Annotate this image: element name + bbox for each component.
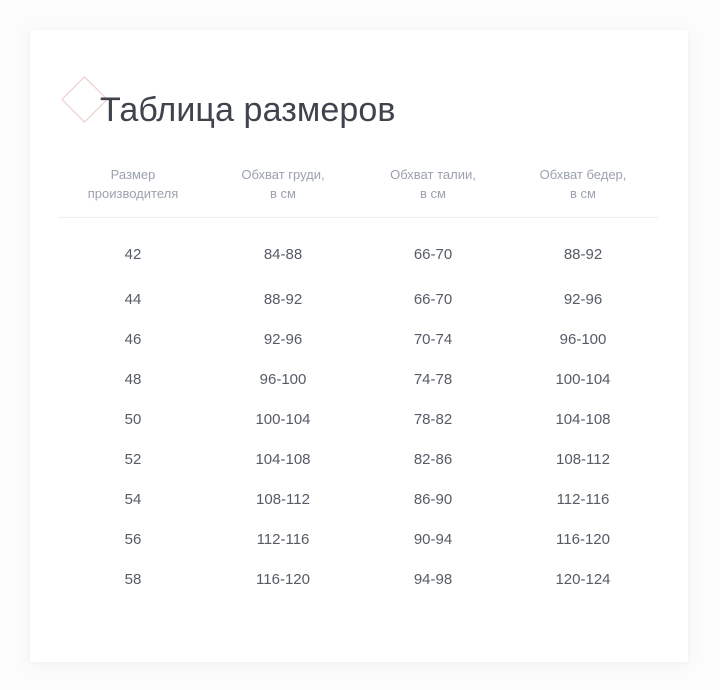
cell-hips: 108-112 (556, 451, 610, 468)
cell-waist: 86-90 (413, 491, 453, 508)
cell-size: 42 (124, 245, 142, 263)
cell-chest: 100-104 (255, 411, 311, 428)
cell-chest: 88-92 (263, 291, 303, 308)
cell-hips: 112-116 (556, 491, 610, 508)
cell-hips: 88-92 (563, 245, 603, 263)
page-title: Таблица размеров (100, 91, 396, 129)
table-row: 44 88-92 66-70 92-96 (58, 280, 658, 320)
cell-waist: 70-74 (413, 331, 453, 348)
size-table: Размер производителя Обхват груди, в см … (58, 165, 658, 600)
table-header-row: Размер производителя Обхват груди, в см … (58, 165, 658, 218)
table-row: 58 116-120 94-98 120-124 (58, 560, 658, 600)
table-row: 50 100-104 78-82 104-108 (58, 400, 658, 440)
cell-hips: 120-124 (555, 571, 611, 588)
table-row: 56 112-116 90-94 116-120 (58, 520, 658, 560)
cell-size: 44 (124, 291, 142, 308)
cell-chest: 84-88 (263, 245, 303, 263)
column-header-waist: Обхват талии, в см (358, 165, 508, 218)
cell-chest: 96-100 (259, 371, 307, 388)
cell-size: 56 (124, 531, 142, 548)
table-row: 54 108-112 86-90 112-116 (58, 480, 658, 520)
cell-waist: 74-78 (413, 371, 453, 388)
column-header-size: Размер производителя (58, 165, 208, 218)
table-row: 42 84-88 66-70 88-92 (58, 218, 658, 281)
cell-hips: 116-120 (556, 531, 610, 548)
cell-waist: 82-86 (413, 451, 453, 468)
cell-chest: 104-108 (255, 451, 311, 468)
cell-hips: 104-108 (555, 411, 611, 428)
cell-chest: 92-96 (263, 331, 303, 348)
cell-size: 50 (124, 411, 142, 428)
cell-waist: 94-98 (413, 571, 453, 588)
table-row: 52 104-108 82-86 108-112 (58, 440, 658, 480)
column-header-hips: Обхват бедер, в см (508, 165, 658, 218)
cell-size: 58 (124, 571, 142, 588)
cell-hips: 100-104 (555, 371, 611, 388)
table-body: 42 84-88 66-70 88-92 44 88-92 66-70 92-9… (58, 218, 658, 601)
table-row: 46 92-96 70-74 96-100 (58, 320, 658, 360)
cell-chest: 108-112 (256, 491, 310, 508)
title-block: Таблица размеров (61, 76, 396, 140)
table-header: Размер производителя Обхват груди, в см … (58, 165, 658, 218)
cell-size: 52 (124, 451, 142, 468)
cell-hips: 92-96 (563, 291, 603, 308)
cell-waist: 90-94 (413, 531, 453, 548)
cell-chest: 112-116 (256, 531, 310, 548)
column-header-chest: Обхват груди, в см (208, 165, 358, 218)
size-chart-card: Таблица размеров Размер производителя Об… (30, 30, 688, 662)
cell-waist: 66-70 (413, 291, 453, 308)
cell-waist: 78-82 (413, 411, 453, 428)
cell-waist: 66-70 (413, 245, 453, 263)
table-row: 48 96-100 74-78 100-104 (58, 360, 658, 400)
cell-size: 48 (124, 371, 142, 388)
cell-size: 46 (124, 331, 142, 348)
cell-chest: 116-120 (256, 571, 310, 588)
cell-size: 54 (124, 491, 142, 508)
cell-hips: 96-100 (559, 331, 607, 348)
